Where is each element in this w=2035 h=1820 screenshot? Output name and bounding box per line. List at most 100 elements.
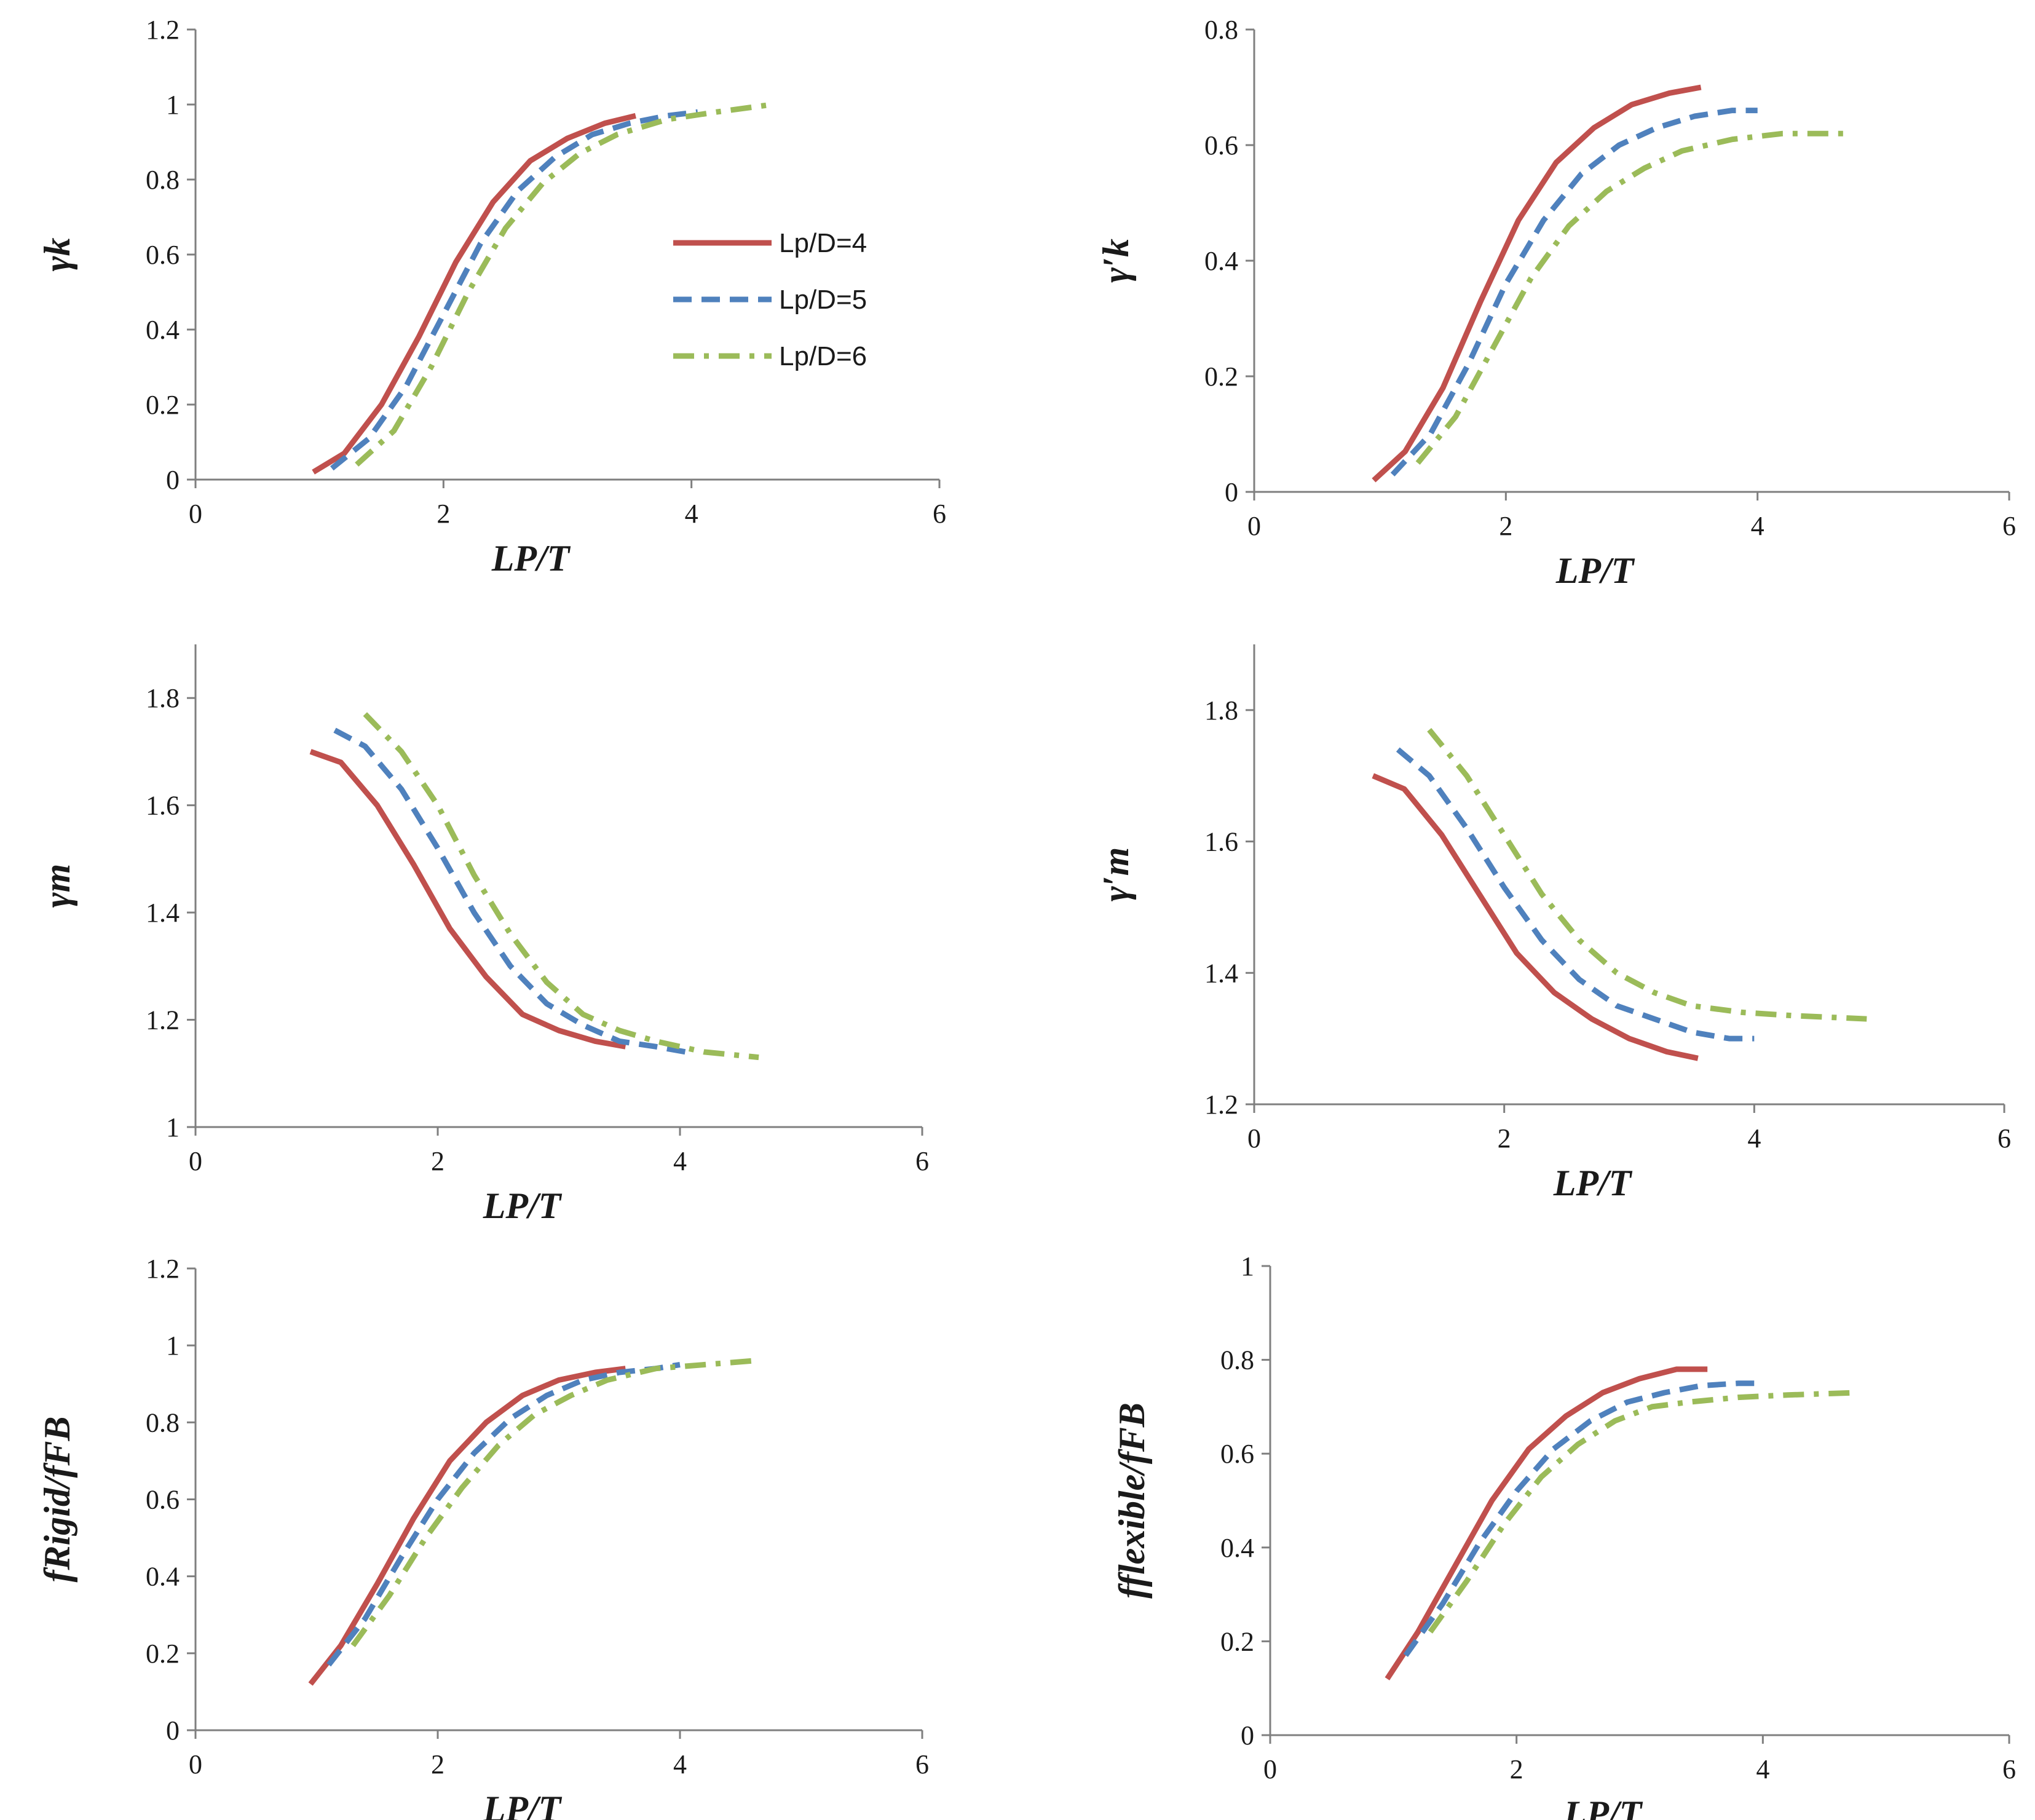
- chart-f-flexible-ratio: 0 0.2 0.4 0.6 0.8 1 0 2 4 6 LP/T fflexible/fFB: [1112, 1251, 2016, 1820]
- x-tick-label: 0: [1247, 1123, 1261, 1153]
- y-tick-label: 1.6: [1204, 827, 1238, 857]
- x-tick-label: 4: [1756, 1754, 1769, 1784]
- y-axis-title: γ′m: [1096, 847, 1136, 902]
- y-tick-label: 0: [166, 465, 180, 495]
- y-tick-label: 0: [166, 1715, 180, 1746]
- chart-f-rigid-ratio: 0 0.2 0.4 0.6 0.8 1 1.2 0 2 4 6 LP/T fRigid/fFB: [37, 1254, 929, 1820]
- series-line-lpd6: [1427, 728, 1867, 1022]
- y-tick-label: 0.8: [1204, 15, 1238, 45]
- y-tick-label: 1.8: [146, 683, 180, 713]
- series-line-lpd5: [1396, 747, 1755, 1042]
- y-tick-label: 0.2: [1220, 1626, 1254, 1656]
- series-line-lpd4: [1372, 84, 1702, 483]
- series-line-lpd6: [1415, 130, 1846, 465]
- x-tick-label: 6: [915, 1146, 929, 1176]
- y-tick-label: 1: [1241, 1251, 1254, 1281]
- y-tick-label: 1.2: [146, 1254, 180, 1284]
- y-tick-label: 1.6: [146, 791, 180, 821]
- chart-gamma-prime-k: 0 0.2 0.4 0.6 0.8 0 2 4 6 LP/T γ′k: [1096, 15, 2016, 591]
- y-tick-label: 1.4: [146, 898, 180, 928]
- y-axis-title: γ′k: [1096, 239, 1136, 283]
- x-axis-title: LP/T: [1563, 1794, 1643, 1820]
- legend-label: Lp/D=6: [779, 341, 867, 371]
- y-tick-label: 0.8: [146, 165, 180, 195]
- series-line-lpd4: [1372, 773, 1699, 1061]
- y-tick-label: 0.6: [1204, 130, 1238, 160]
- x-tick-label: 2: [437, 499, 450, 529]
- y-tick-label: 1.2: [146, 1005, 180, 1035]
- series-line-lpd6: [363, 712, 759, 1061]
- series-line-lpd4: [308, 1366, 626, 1686]
- y-tick-label: 0.6: [146, 1485, 180, 1515]
- y-tick-label: 1.8: [1204, 695, 1238, 726]
- x-tick-label: 2: [1499, 511, 1512, 541]
- plots-group: 0 0.2 0.4 0.6 0.8 1 1.2 0 2 4 6 LP/T γk 0 0.2 0.4 0.6 0.8…: [37, 15, 2016, 1820]
- series-line-lpd6: [355, 101, 773, 467]
- y-tick-label: 0.2: [1204, 362, 1238, 392]
- y-axis-title: γk: [37, 238, 77, 272]
- x-tick-label: 2: [1498, 1123, 1511, 1153]
- legend-item-lpd4: Lp/D=4: [673, 228, 867, 258]
- chart-gamma-prime-m: 1.2 1.4 1.6 1.8 0 2 4 6 LP/T γ′m: [1096, 644, 2011, 1203]
- x-tick-label: 0: [1263, 1754, 1277, 1784]
- x-tick-label: 0: [189, 1749, 202, 1779]
- chart-gamma-k: 0 0.2 0.4 0.6 0.8 1 1.2 0 2 4 6 LP/T γk: [37, 15, 946, 579]
- series-line-lpd5: [1390, 108, 1758, 477]
- x-tick-label: 6: [2002, 1754, 2016, 1784]
- x-axis-title: LP/T: [1553, 1163, 1633, 1203]
- y-tick-label: 0: [1225, 477, 1238, 507]
- y-tick-label: 0.6: [146, 240, 180, 270]
- x-tick-label: 6: [1997, 1123, 2011, 1153]
- x-tick-label: 2: [431, 1749, 445, 1779]
- legend: Lp/D=4 Lp/D=5 Lp/D=6: [673, 228, 867, 371]
- x-axis-title: LP/T: [491, 538, 571, 579]
- x-tick-label: 2: [431, 1146, 445, 1176]
- x-tick-label: 4: [673, 1146, 687, 1176]
- series-line-lpd4: [309, 749, 626, 1050]
- x-tick-label: 0: [1247, 511, 1261, 541]
- y-tick-label: 0.2: [146, 390, 180, 420]
- legend-label: Lp/D=4: [779, 228, 867, 258]
- x-tick-label: 4: [685, 499, 698, 529]
- series-line-lpd6: [1428, 1390, 1855, 1634]
- x-tick-label: 4: [1751, 511, 1764, 541]
- y-tick-label: 0.6: [1220, 1439, 1254, 1469]
- x-tick-label: 2: [1510, 1754, 1523, 1784]
- y-tick-label: 1.2: [1204, 1090, 1238, 1120]
- chart-gamma-m: 1 1.2 1.4 1.6 1.8 0 2 4 6 LP/T γm: [37, 644, 929, 1226]
- series-line-lpd5: [333, 727, 687, 1055]
- x-axis-title: LP/T: [483, 1789, 563, 1820]
- x-tick-label: 4: [1747, 1123, 1761, 1153]
- series-line-lpd5: [330, 109, 698, 471]
- y-tick-label: 0.8: [146, 1407, 180, 1438]
- y-tick-label: 0: [1241, 1720, 1254, 1751]
- x-tick-label: 0: [189, 499, 202, 529]
- y-tick-label: 1: [166, 1112, 180, 1142]
- series-line-lpd4: [312, 113, 636, 475]
- y-tick-label: 1.2: [146, 15, 180, 45]
- x-tick-label: 6: [933, 499, 946, 529]
- x-tick-label: 0: [189, 1146, 202, 1176]
- y-axis-title: fRigid/fFB: [37, 1416, 77, 1582]
- y-tick-label: 1: [166, 1331, 180, 1361]
- y-tick-label: 0.4: [1220, 1533, 1254, 1563]
- y-tick-label: 0.4: [146, 1562, 180, 1592]
- x-tick-label: 4: [673, 1749, 687, 1779]
- legend-label: Lp/D=5: [779, 285, 867, 315]
- y-tick-label: 0.2: [146, 1639, 180, 1669]
- y-axis-title: fflexible/fFB: [1112, 1403, 1152, 1599]
- y-tick-label: 0.4: [146, 315, 180, 345]
- legend-item-lpd5: Lp/D=5: [673, 285, 867, 315]
- legend-item-lpd6: Lp/D=6: [673, 341, 867, 371]
- x-axis-title: LP/T: [1555, 550, 1635, 591]
- y-tick-label: 0.8: [1220, 1345, 1254, 1375]
- x-tick-label: 6: [2002, 511, 2016, 541]
- series-line-lpd5: [1403, 1380, 1763, 1657]
- series-line-lpd6: [350, 1358, 753, 1647]
- series-line-lpd4: [1385, 1366, 1708, 1680]
- y-tick-label: 1: [166, 90, 180, 120]
- y-tick-label: 1.4: [1204, 958, 1238, 988]
- y-tick-label: 0.4: [1204, 246, 1238, 276]
- x-tick-label: 6: [915, 1749, 929, 1779]
